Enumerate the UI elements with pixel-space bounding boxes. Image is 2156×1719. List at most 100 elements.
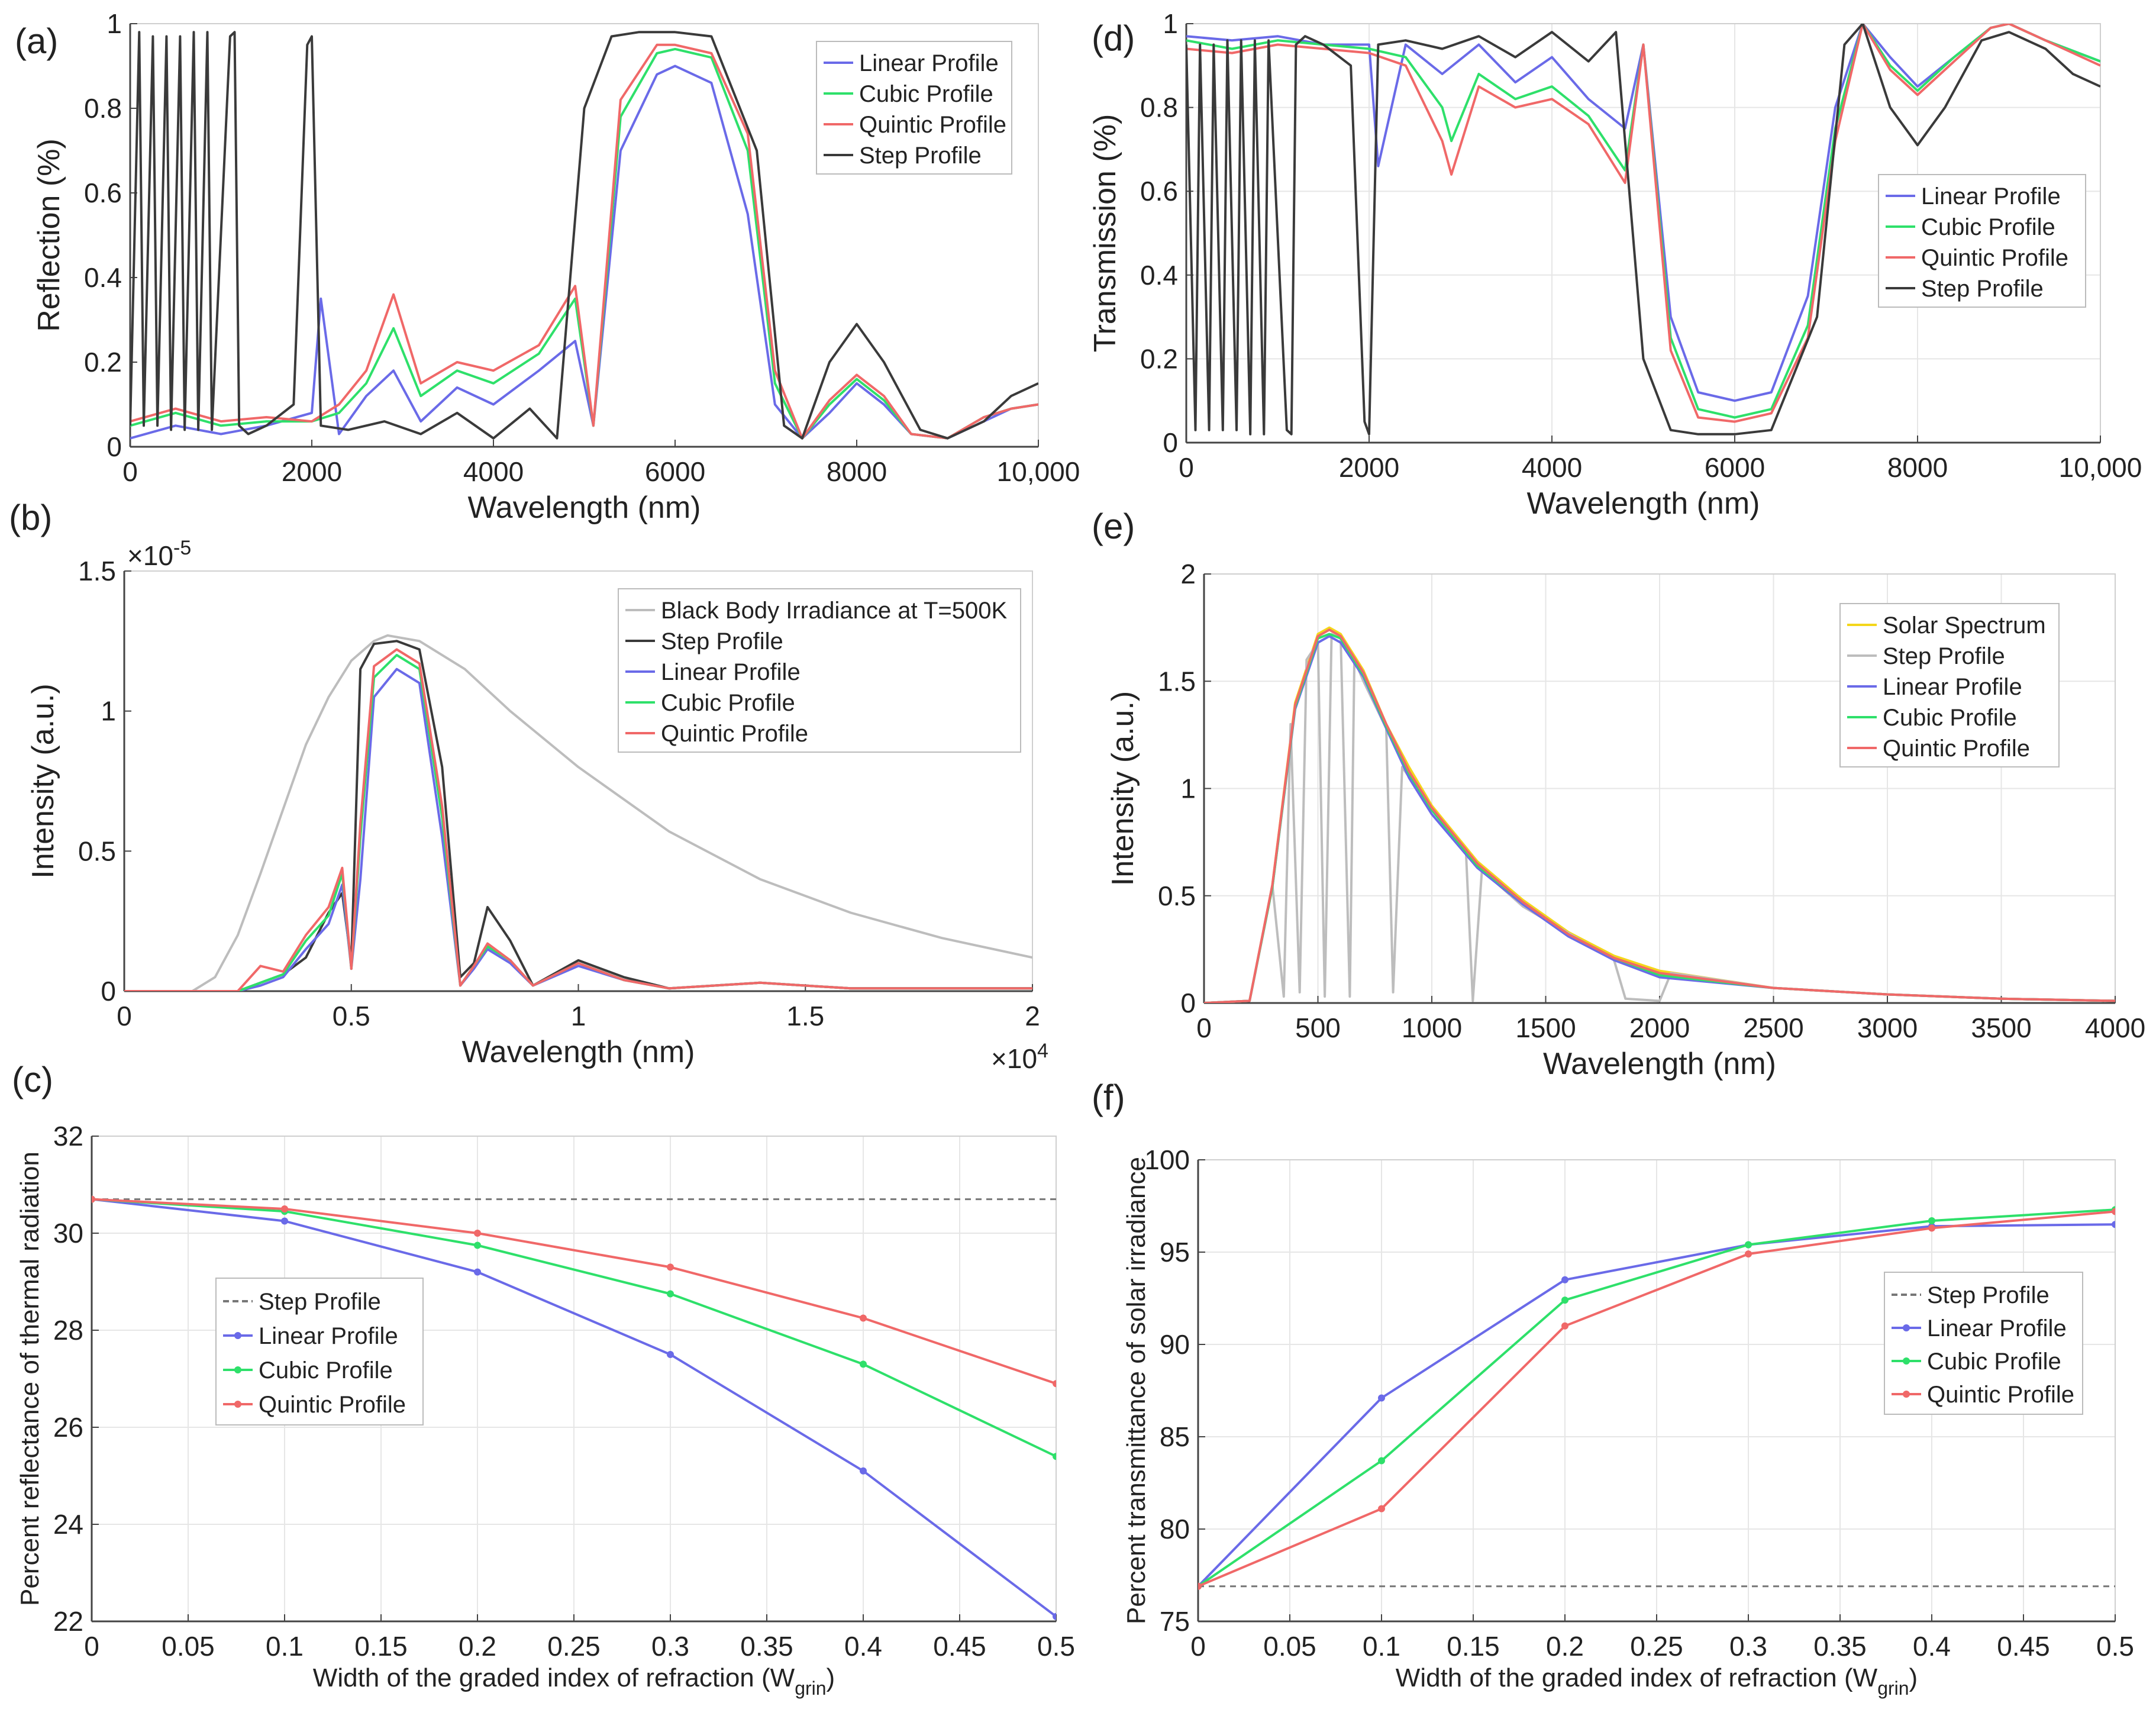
legend: Black Body Irradiance at T=500K Step Prof… <box>618 588 1021 753</box>
series-line-step <box>124 640 1032 991</box>
x-tick-label: 0.3 <box>1729 1631 1767 1662</box>
legend-entry: Linear Profile <box>661 659 801 685</box>
data-point-quintic <box>667 1263 674 1271</box>
x-tick-label: 4000 <box>2085 1012 2145 1043</box>
x-tick-label: 2500 <box>1743 1012 1803 1043</box>
x-tick-label: 0.35 <box>1813 1631 1867 1662</box>
data-point-linear <box>474 1268 481 1276</box>
y-axis-label: Transmission (%) <box>1088 114 1122 353</box>
x-tick-label: 0.45 <box>933 1631 986 1662</box>
legend: Step Profile Linear Profile Cubic Profile Q… <box>1884 1272 2083 1415</box>
legend-entry: Step Profile <box>661 628 783 654</box>
series-group <box>1204 626 2115 1003</box>
legend-marker <box>1903 1391 1910 1398</box>
x-tick-label: 6000 <box>1705 452 1765 483</box>
x-tick-label: 0.5 <box>2096 1631 2134 1662</box>
data-point-linear <box>1561 1276 1568 1283</box>
data-point-linear <box>1378 1394 1385 1402</box>
x-tick-label: 2 <box>1025 1001 1040 1031</box>
data-point-quintic <box>1561 1322 1568 1330</box>
x-tick-label: 0.25 <box>1630 1631 1683 1662</box>
legend-entry: Step Profile <box>1921 276 2044 302</box>
y-axis-label: Intensity (a.u.) <box>1106 691 1140 886</box>
x-exponent-label: ×104 <box>991 1040 1048 1074</box>
legend-entry: Quintic Profile <box>1927 1382 2074 1408</box>
y-tick-label: 0.6 <box>1140 176 1178 207</box>
x-tick-label: 0.1 <box>1363 1631 1400 1662</box>
x-tick-label: 0.5 <box>1037 1631 1075 1662</box>
legend-entry: Solar Spectrum <box>1883 612 2046 638</box>
x-tick-label: 10,000 <box>2059 452 2142 483</box>
y-tick-label: 0.2 <box>84 347 122 378</box>
y-tick-label: 0.4 <box>84 262 122 293</box>
x-tick-label: 0 <box>1190 1631 1206 1662</box>
legend-entry: Cubic Profile <box>661 690 795 716</box>
x-tick-label: 0.4 <box>1913 1631 1951 1662</box>
y-tick-label: 0 <box>101 976 116 1007</box>
y-tick-label: 80 <box>1160 1514 1190 1544</box>
x-axis-label-subscript: grin <box>1877 1678 1909 1699</box>
y-tick-label: 75 <box>1160 1606 1190 1637</box>
data-point-quintic <box>1053 1380 1056 1388</box>
x-tick-label: 1500 <box>1515 1012 1576 1043</box>
data-point-linear <box>2112 1221 2115 1228</box>
legend-entry: Linear Profile <box>859 50 999 76</box>
data-point-quintic <box>860 1314 867 1322</box>
data-point-quintic <box>281 1205 288 1212</box>
x-exponent-power: 4 <box>1037 1040 1048 1062</box>
series-line-quintic <box>130 43 1038 440</box>
series-line-cubic <box>130 47 1038 440</box>
y-tick-label: 85 <box>1160 1421 1190 1452</box>
legend-entry: Cubic Profile <box>1927 1349 2061 1375</box>
series-line-quintic <box>1204 628 2115 1003</box>
x-tick-label: 0.5 <box>333 1001 370 1031</box>
legend-box <box>618 588 1021 753</box>
legend-entry: Quintic Profile <box>1883 736 2030 762</box>
legend-box <box>1884 1272 2083 1415</box>
legend-entry: Quintic Profile <box>259 1392 406 1418</box>
legend-entry: Cubic Profile <box>1883 705 2017 731</box>
y-tick-label: 28 <box>53 1315 83 1346</box>
x-tick-label: 0 <box>1179 452 1194 483</box>
legend-marker <box>234 1366 241 1373</box>
y-tick-label: 32 <box>53 1121 83 1152</box>
chart-panel-c: 0 0.05 0.1 0.15 0.2 0.25 0.3 0.35 0.4 0.45 0.5 22 24… <box>12 1060 1075 1699</box>
chart-panel-e: 0 500 1000 1500 2000 2500 3000 3500 4000 0 0.5 1 1.5… <box>1092 507 2145 1081</box>
x-tick-label: 3500 <box>1971 1012 2031 1043</box>
x-tick-label: 2000 <box>282 456 342 487</box>
x-tick-label: 0.05 <box>162 1631 215 1662</box>
y-tick-label: 22 <box>53 1606 83 1637</box>
x-axis-label-end: ) <box>827 1663 835 1692</box>
x-tick-label: 0.15 <box>1447 1631 1500 1662</box>
x-tick-label: 0.45 <box>1997 1631 2050 1662</box>
legend-entry: Linear Profile <box>1883 674 2022 700</box>
y-axis-label: Percent reflectance of thermal radiation <box>15 1152 44 1606</box>
x-tick-label: 0.05 <box>1263 1631 1316 1662</box>
x-tick-label: 0 <box>117 1001 132 1031</box>
x-tick-label: 0.35 <box>740 1631 793 1662</box>
y-tick-label: 1.5 <box>1158 666 1196 696</box>
chart-panel-f: 0 0.05 0.1 0.15 0.2 0.25 0.3 0.35 0.4 0.45 0.5 75 80… <box>1092 1078 2134 1699</box>
x-axis-label-text: Width of the graded index of refraction … <box>1396 1663 1878 1692</box>
legend-marker <box>1903 1357 1910 1365</box>
y-tick-label: 0.8 <box>84 93 122 124</box>
data-point-quintic <box>1198 1582 1202 1590</box>
panel-label: (a) <box>15 21 58 61</box>
x-tick-label: 0.3 <box>651 1631 689 1662</box>
chart-panel-a: 0 2000 4000 6000 8000 10,000 0 0.2 0.4 0.6 0.8 1 Wav… <box>15 8 1080 525</box>
x-tick-label: 2000 <box>1339 452 1399 483</box>
x-tick-label: 2000 <box>1629 1012 1690 1043</box>
x-exponent-base: ×10 <box>991 1043 1037 1074</box>
panel-label: (f) <box>1092 1078 1125 1117</box>
x-axis-label-text: Width of the graded index of refraction … <box>313 1663 795 1692</box>
y-tick-label: 1.5 <box>78 556 116 586</box>
y-tick-label: 1 <box>1163 8 1178 39</box>
x-tick-label: 4000 <box>1522 452 1582 483</box>
y-exponent-label: ×10-5 <box>127 537 191 571</box>
x-tick-label: 0.2 <box>1546 1631 1584 1662</box>
x-tick-label: 1.5 <box>786 1001 824 1031</box>
x-tick-label: 3000 <box>1857 1012 1918 1043</box>
y-tick-label: 0 <box>1180 988 1196 1018</box>
y-tick-label: 0.4 <box>1140 260 1178 291</box>
series-line-cubic <box>1198 1208 2115 1588</box>
